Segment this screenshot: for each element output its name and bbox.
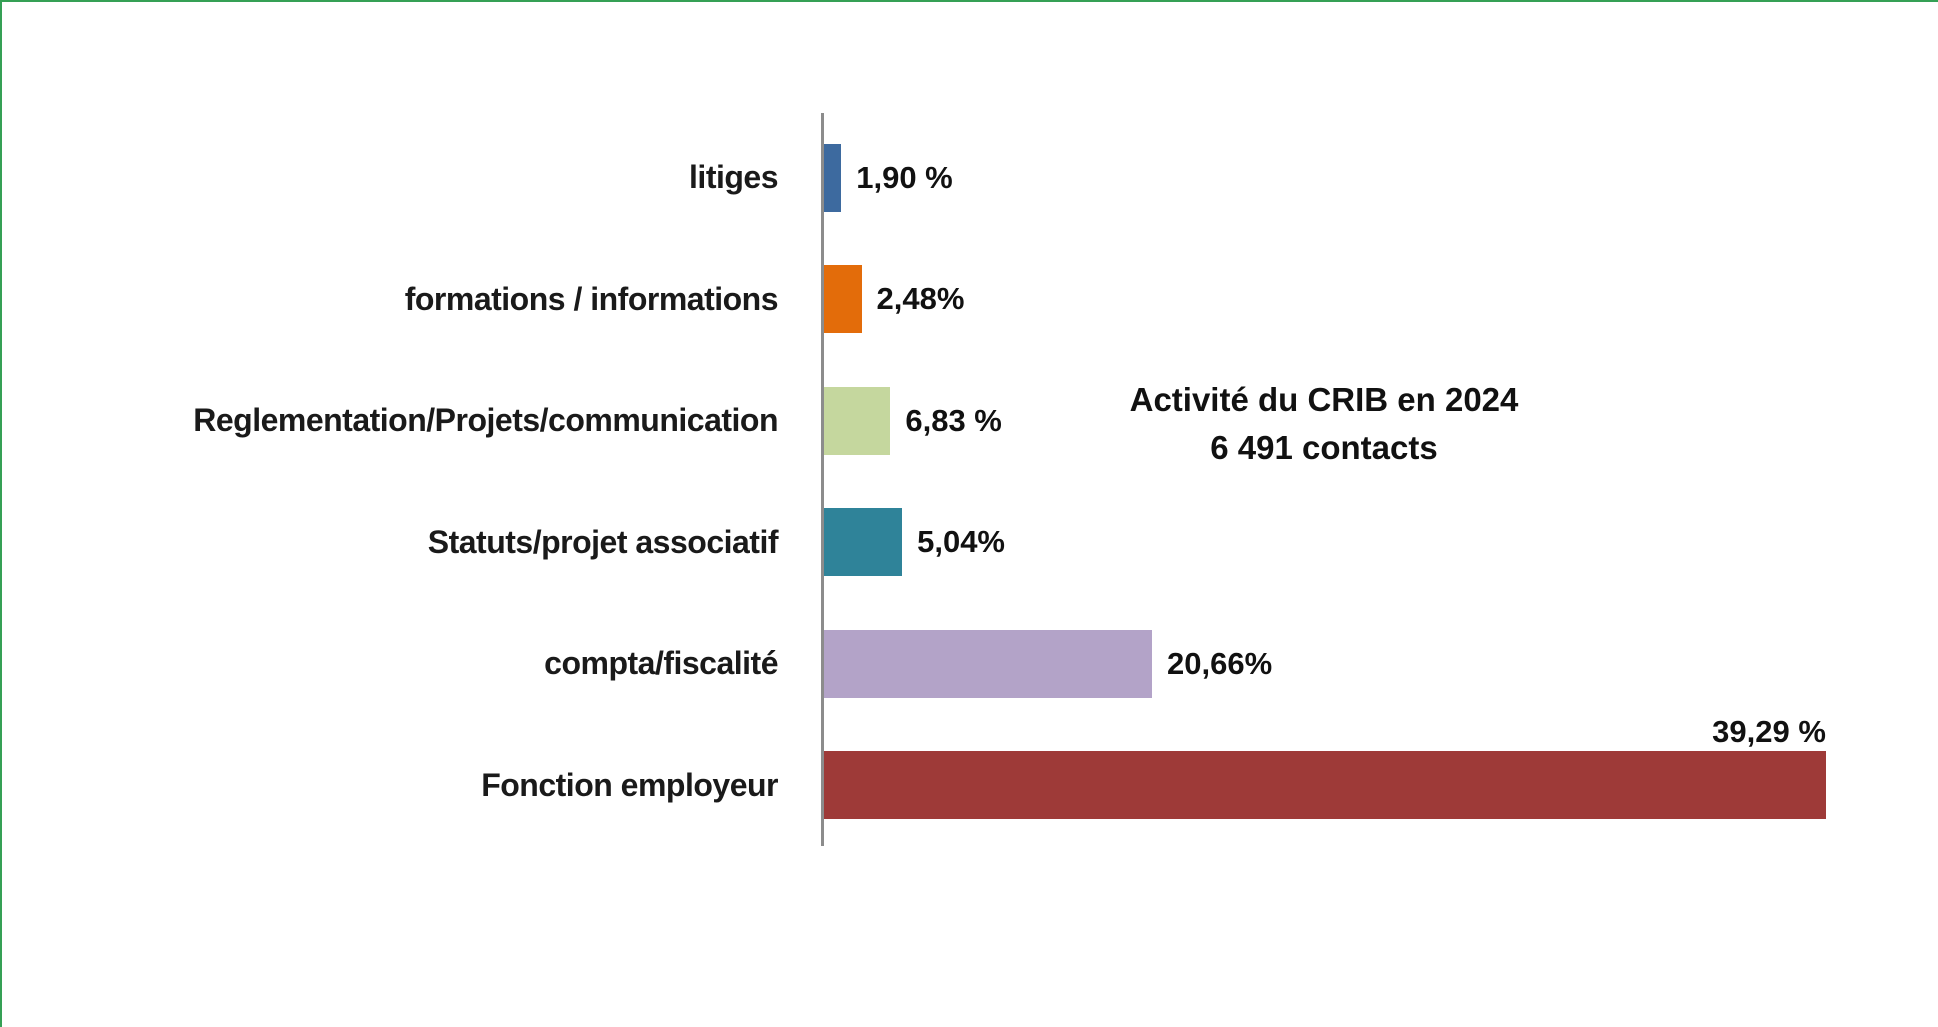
chart-title-line2: 6 491 contacts: [1210, 429, 1438, 466]
category-axis-line: [821, 113, 824, 846]
bar: [822, 629, 1152, 698]
bar-area: 2,48%: [822, 239, 1890, 361]
bar-row: litiges 1,90 %: [0, 117, 1890, 239]
category-label: Statuts/projet associatif: [427, 523, 779, 560]
bar-area: 39,29 %: [822, 714, 1890, 847]
bar-area: 5,04%: [822, 482, 1890, 604]
bar: [822, 265, 862, 334]
bar: [822, 386, 891, 455]
value-label: 5,04%: [917, 524, 1005, 560]
frame-left-border: [0, 0, 2, 1027]
category-label: Fonction employeur: [481, 766, 778, 803]
value-label: 6,83 %: [905, 402, 1002, 438]
value-label: 1,90 %: [856, 159, 953, 195]
category-label: litiges: [689, 159, 778, 196]
bar-row: Reglementation/Projets/communication 6,83…: [0, 360, 1890, 482]
category-label: compta/fiscalité: [544, 645, 778, 682]
bar-rows: litiges 1,90 % formations / informations 2,…: [0, 117, 1890, 846]
category-label: Reglementation/Projets/communication: [193, 402, 778, 439]
value-label: 2,48%: [876, 281, 965, 317]
chart-title-line1: Activité du CRIB en 2024: [1129, 381, 1519, 418]
category-label: formations / informations: [404, 280, 779, 317]
bar: [822, 751, 1826, 820]
bar-row: Fonction employeur 39,29 %: [0, 714, 1890, 847]
chart-title: Activité du CRIB en 2024 6 491 contacts: [1024, 376, 1624, 472]
bar: [822, 508, 903, 577]
value-label: 39,29 %: [1712, 714, 1826, 749]
bar-row: formations / informations 2,48%: [0, 239, 1890, 361]
bar-area: 1,90 %: [822, 117, 1890, 239]
value-label: 20,66%: [1167, 645, 1273, 681]
bar: [822, 143, 842, 212]
frame-top-border: [0, 0, 1938, 2]
bar-row: compta/fiscalité 20,66%: [0, 603, 1890, 725]
bar-area: 6,83 %: [822, 360, 1890, 482]
bar-area: 20,66%: [822, 603, 1890, 725]
bar-row: Statuts/projet associatif 5,04%: [0, 482, 1890, 604]
